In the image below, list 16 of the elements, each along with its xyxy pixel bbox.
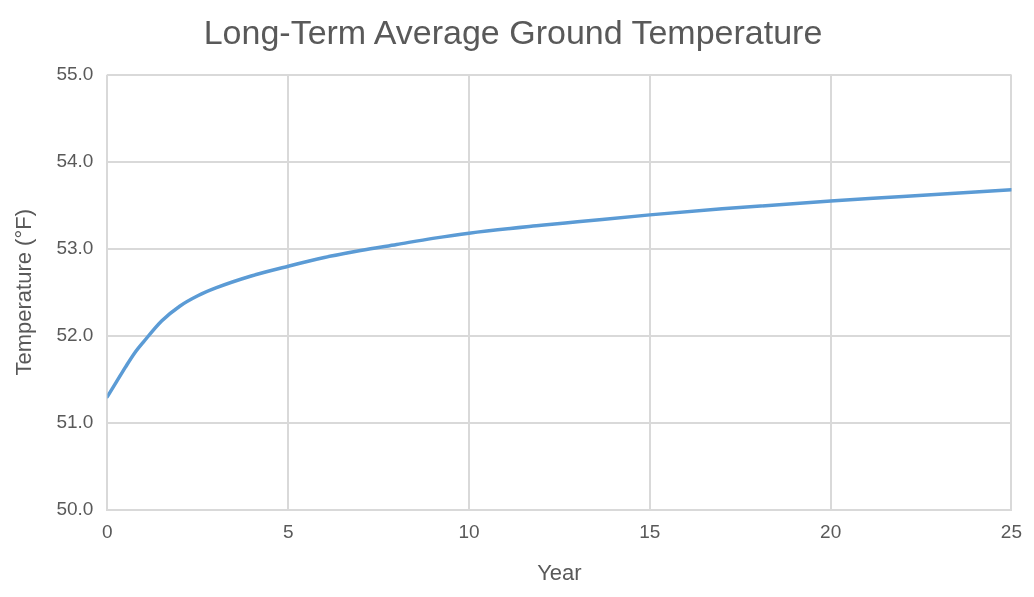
y-tick-label: 51.0 <box>56 411 94 433</box>
x-axis-title: Year <box>537 559 582 585</box>
y-tick-label: 50.0 <box>56 498 94 520</box>
x-tick-label: 0 <box>102 521 113 543</box>
y-tick-label: 55.0 <box>56 63 94 85</box>
y-tick-label: 53.0 <box>56 237 94 259</box>
line-series <box>107 187 1012 399</box>
chart-title: Long-Term Average Ground Temperature <box>203 12 823 51</box>
x-tick-label: 15 <box>639 521 661 543</box>
x-tick-label: 10 <box>458 521 480 543</box>
x-tick-label: 5 <box>282 521 294 543</box>
x-tick-label: 25 <box>1000 521 1022 543</box>
x-tick-label: 20 <box>820 521 842 543</box>
y-tick-label: 52.0 <box>56 324 94 346</box>
y-axis-title: Temperature (°F) <box>11 209 37 376</box>
y-tick-label: 54.0 <box>56 150 94 172</box>
